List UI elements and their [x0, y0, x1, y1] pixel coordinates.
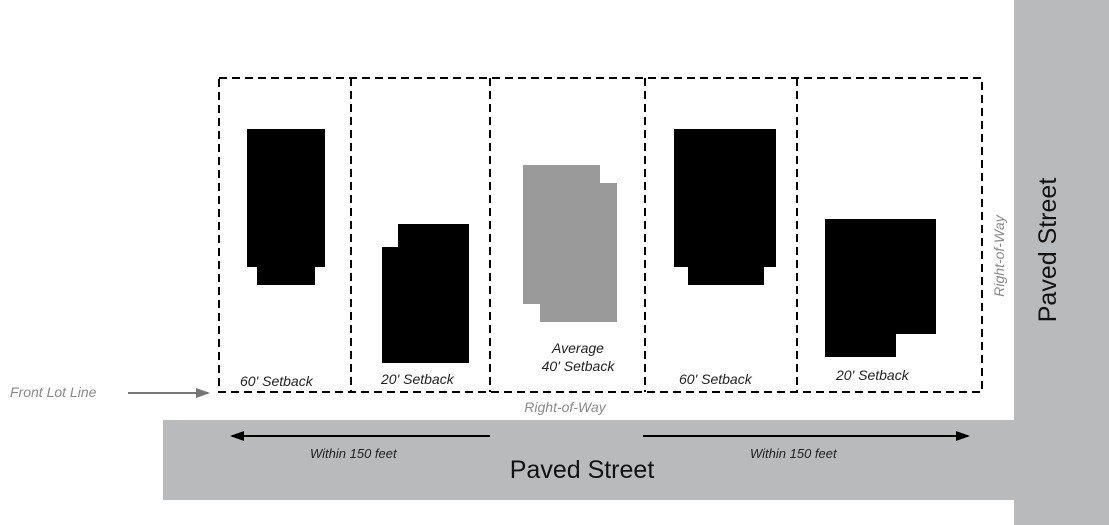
setback-label-lot-1: 60' Setback: [240, 373, 314, 389]
building-lot-2: [382, 224, 469, 363]
right-of-way-label-front: Right-of-Way: [524, 399, 606, 415]
lot-boundaries: [218, 77, 983, 393]
building-lot-3-proposed: [523, 165, 617, 322]
building-lot-4: [674, 129, 776, 285]
horizontal-street: [163, 420, 1109, 500]
distance-label-right: Within 150 feet: [750, 446, 838, 461]
setback-label-lot-2: 20' Setback: [380, 371, 455, 387]
setback-label-lot-4: 60' Setback: [679, 371, 753, 387]
lot-outline: [218, 77, 983, 393]
distance-label-left: Within 150 feet: [310, 446, 398, 461]
right-of-way-label-side: Right-of-Way: [991, 214, 1007, 296]
setback-label-lot-3-line1: Average: [551, 340, 604, 356]
vertical-street-name: Paved Street: [1034, 178, 1062, 323]
setback-label-lot-5: 20' Setback: [835, 367, 910, 383]
building-lot-1: [247, 129, 325, 285]
setback-label-lot-3-line2: 40' Setback: [542, 358, 616, 374]
front-lot-line-label: Front Lot Line: [10, 384, 97, 400]
building-lot-5: [825, 219, 936, 357]
horizontal-street-name: Paved Street: [510, 456, 655, 484]
